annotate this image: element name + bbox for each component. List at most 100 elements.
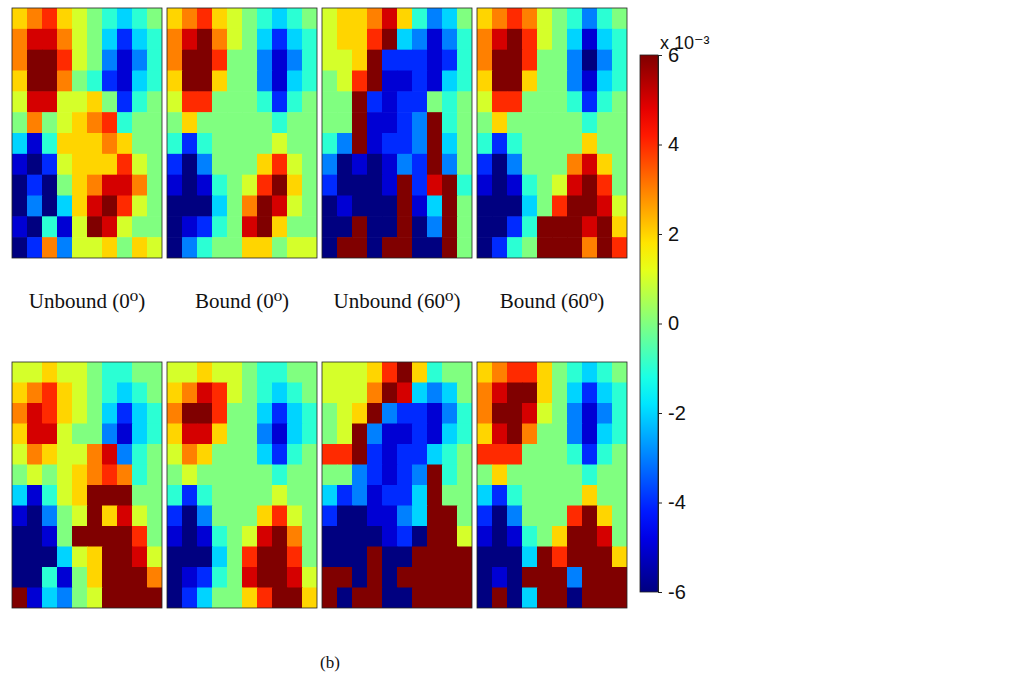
heatmap-cell [302,175,317,196]
heatmap-cell [352,424,368,445]
heatmap-cell [147,506,162,527]
panel-frame [322,8,472,258]
panel-frame [477,362,627,608]
heatmap-cell [197,237,213,258]
heatmap-cell [507,71,523,92]
heatmap-cell [382,154,398,175]
heatmap-cell [367,175,383,196]
heatmap-cell [492,403,508,424]
heatmap-cell [582,237,598,258]
heatmap-cell [287,424,303,445]
heatmap-cell [427,567,443,588]
heatmap-cell [117,216,133,237]
heatmap-cell [132,362,148,383]
heatmap-cell [257,237,273,258]
heatmap-cell [12,567,28,588]
heatmap-cell [132,175,148,196]
heatmap-cell [227,383,243,404]
heatmap-cell [12,196,28,217]
heatmap-cell [457,383,472,404]
heatmap-cell [382,444,398,465]
heatmap-cell [522,175,538,196]
heatmap-cell [382,71,398,92]
heatmap-cell [382,362,398,383]
heatmap-cell [272,216,288,237]
heatmap-cell [227,196,243,217]
heatmap-cell [212,588,228,609]
heatmap-cell [537,216,553,237]
heatmap-cell [87,8,103,29]
heatmap-cell [612,526,627,547]
heatmap-cell [507,216,523,237]
heatmap-cell [167,444,183,465]
heatmap-cell [57,506,73,527]
heatmap-cell [147,154,162,175]
heatmap-cell [492,154,508,175]
heatmap-cell [567,216,583,237]
heatmap-cell [72,526,88,547]
heatmap-cell [147,91,162,112]
heatmap-cell [257,91,273,112]
heatmap-cell [477,424,493,445]
heatmap-cell [42,362,58,383]
heatmap-cell [57,237,73,258]
heatmap-cell [567,567,583,588]
heatmap-cell [492,175,508,196]
heatmap-cell [242,50,258,71]
heatmap-cell [287,216,303,237]
heatmap-cell [42,216,58,237]
heatmap-cell [337,485,353,506]
heatmap-cell [257,588,273,609]
heatmap-panel [322,8,472,258]
heatmap-cell [537,175,553,196]
heatmap-cell [117,154,133,175]
heatmap-cell [552,216,568,237]
colorbar-tick: 4 [658,133,679,155]
heatmap-cell [102,216,118,237]
heatmap-cell [552,362,568,383]
heatmap-cell [42,506,58,527]
heatmap-cell [412,175,428,196]
heatmap-cell [397,547,413,568]
heatmap-cell [197,526,213,547]
heatmap-cell [537,8,553,29]
heatmap-cell [272,506,288,527]
heatmap-cell [597,362,613,383]
heatmap-cell [87,547,103,568]
heatmap-cell [272,383,288,404]
heatmap-cell [227,112,243,133]
heatmap-cell [72,547,88,568]
heatmap-panel [12,8,162,258]
heatmap-cell [442,588,458,609]
heatmap-cell [132,133,148,154]
heatmap-cell [117,133,133,154]
heatmap-cell [132,485,148,506]
heatmap-cell [182,133,198,154]
heatmap-cell [367,403,383,424]
heatmap-cell [337,526,353,547]
heatmap-cell [227,424,243,445]
heatmap-cell [57,444,73,465]
heatmap-cell [507,424,523,445]
heatmap-cell [272,588,288,609]
tick-label: -6 [668,581,686,603]
heatmap-cell [442,175,458,196]
heatmap-cell [87,175,103,196]
heatmap-cell [12,444,28,465]
heatmap-cell [257,175,273,196]
heatmap-cell [367,444,383,465]
heatmap-cell [382,216,398,237]
heatmap-cell [42,424,58,445]
heatmap-cell [287,383,303,404]
heatmap-cell [182,50,198,71]
heatmap-cell [382,8,398,29]
heatmap-cell [567,444,583,465]
heatmap-cell [72,91,88,112]
heatmap-cell [257,465,273,486]
heatmap-cell [322,196,338,217]
heatmap-cell [102,485,118,506]
heatmap-cell [352,444,368,465]
heatmap-cell [212,526,228,547]
heatmap-cell [57,175,73,196]
heatmap-cell [87,465,103,486]
